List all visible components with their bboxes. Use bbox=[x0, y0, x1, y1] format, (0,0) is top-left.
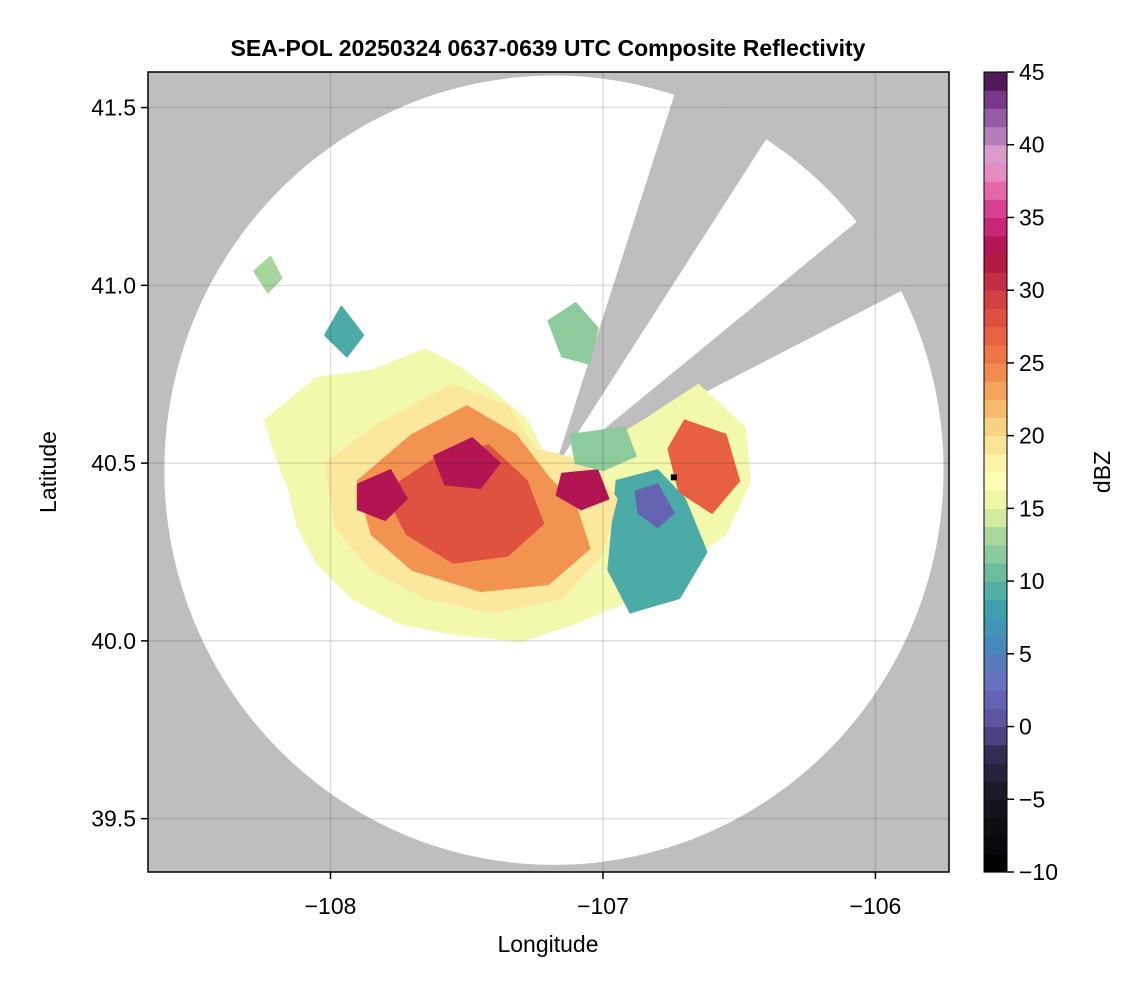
colorbar-label: dBZ bbox=[1089, 451, 1115, 493]
site-marker bbox=[670, 474, 677, 481]
colorbar-swatch bbox=[984, 544, 1007, 564]
y-axis-label: Latitude bbox=[35, 431, 61, 513]
colorbar-tick-label: −5 bbox=[1019, 786, 1045, 812]
colorbar-swatch bbox=[984, 672, 1007, 691]
colorbar-swatch bbox=[984, 453, 1007, 473]
reflectivity-region bbox=[607, 469, 708, 614]
colorbar-swatch bbox=[984, 744, 1007, 764]
colorbar-swatch bbox=[984, 326, 1007, 346]
colorbar-swatch bbox=[984, 708, 1007, 728]
colorbar-tick-label: 40 bbox=[1019, 132, 1045, 158]
colorbar-swatch bbox=[984, 635, 1007, 655]
colorbar-ticks: −10 −5 0 5 10 15 20 25 30 35 40 45 bbox=[1007, 59, 1058, 885]
colorbar-tick-label: −10 bbox=[1019, 859, 1058, 885]
x-tick-label: −107 bbox=[577, 893, 629, 919]
blocked-sector bbox=[553, 87, 771, 471]
colorbar-swatch bbox=[984, 272, 1007, 291]
colorbar-tick-label: 0 bbox=[1019, 714, 1032, 740]
reflectivity-field bbox=[253, 255, 752, 642]
colorbar-swatch bbox=[984, 90, 1007, 109]
reflectivity-region bbox=[547, 302, 599, 365]
colorbar-swatch bbox=[984, 653, 1007, 673]
colorbar-swatch bbox=[984, 617, 1007, 637]
y-axis: 39.5 40.0 40.5 41.0 41.5 bbox=[91, 95, 148, 832]
colorbar-swatch bbox=[984, 181, 1007, 200]
colorbar-swatch bbox=[984, 508, 1007, 528]
y-tick-label: 40.0 bbox=[91, 628, 136, 654]
colorbar-swatch bbox=[984, 599, 1007, 619]
colorbar-swatch bbox=[984, 162, 1007, 182]
grid-lines bbox=[148, 72, 949, 872]
colorbar-swatch bbox=[984, 199, 1007, 219]
x-axis: −108 −107 −106 bbox=[305, 872, 902, 919]
colorbar-swatch bbox=[984, 108, 1007, 128]
x-tick-label: −106 bbox=[850, 893, 902, 919]
colorbar-swatch bbox=[984, 290, 1007, 309]
y-tick-label: 41.0 bbox=[91, 272, 136, 298]
reflectivity-region bbox=[569, 426, 637, 472]
colorbar-swatch bbox=[984, 690, 1007, 709]
colorbar-swatch bbox=[984, 726, 1007, 746]
colorbar-swatch bbox=[984, 472, 1007, 491]
colorbar-swatch bbox=[984, 235, 1007, 255]
colorbar-swatch bbox=[984, 417, 1007, 437]
colorbar-swatch bbox=[984, 399, 1007, 419]
y-tick-label: 39.5 bbox=[91, 806, 136, 832]
colorbar-frame bbox=[983, 71, 1008, 873]
colorbar-swatch bbox=[984, 362, 1007, 382]
colorbar-swatch bbox=[984, 581, 1007, 600]
colorbar-swatch bbox=[984, 562, 1007, 582]
colorbar-swatch bbox=[984, 253, 1007, 273]
reflectivity-region bbox=[433, 437, 501, 489]
colorbar-tick-label: 45 bbox=[1019, 59, 1045, 85]
colorbar-swatch bbox=[984, 308, 1007, 328]
blocked-sector bbox=[553, 216, 909, 471]
colorbar-swatch bbox=[984, 144, 1007, 164]
y-tick-label: 40.5 bbox=[91, 450, 136, 476]
colorbar-tick-label: 10 bbox=[1019, 568, 1045, 594]
colorbar-tick-label: 5 bbox=[1019, 641, 1032, 667]
colorbar: −10 −5 0 5 10 15 20 25 30 35 40 45 dBZ bbox=[983, 59, 1115, 885]
colorbar-tick-label: 30 bbox=[1019, 277, 1045, 303]
colorbar-tick-label: 25 bbox=[1019, 350, 1045, 376]
chart-title: SEA-POL 20250324 0637-0639 UTC Composite… bbox=[231, 35, 866, 61]
colorbar-swatch bbox=[984, 762, 1007, 782]
reflectivity-region bbox=[356, 469, 408, 521]
reflectivity-region bbox=[555, 469, 610, 511]
reflectivity-region bbox=[253, 255, 283, 294]
colorbar-tick-label: 15 bbox=[1019, 495, 1045, 521]
colorbar-swatch bbox=[984, 126, 1007, 146]
colorbar-tick-label: 20 bbox=[1019, 423, 1045, 449]
colorbar-swatch bbox=[984, 835, 1007, 855]
colorbar-swatch bbox=[984, 853, 1007, 873]
colorbar-swatch bbox=[984, 490, 1007, 509]
colorbar-swatch bbox=[984, 781, 1007, 800]
reflectivity-region bbox=[634, 483, 675, 529]
colorbar-swatches bbox=[984, 72, 1007, 873]
plot-frame bbox=[147, 71, 950, 873]
blocked-sectors bbox=[553, 87, 909, 471]
colorbar-swatch bbox=[984, 381, 1007, 400]
colorbar-swatch bbox=[984, 344, 1007, 364]
colorbar-swatch bbox=[984, 217, 1007, 237]
colorbar-swatch bbox=[984, 72, 1007, 91]
reflectivity-region bbox=[324, 305, 365, 358]
colorbar-swatch bbox=[984, 435, 1007, 455]
reflectivity-region bbox=[667, 419, 741, 514]
colorbar-swatch bbox=[984, 526, 1007, 546]
x-tick-label: −108 bbox=[305, 893, 357, 919]
y-tick-label: 41.5 bbox=[91, 95, 136, 121]
plot-area bbox=[147, 71, 950, 873]
colorbar-swatch bbox=[984, 799, 1007, 819]
colorbar-swatch bbox=[984, 817, 1007, 837]
colorbar-tick-label: 35 bbox=[1019, 204, 1045, 230]
x-axis-label: Longitude bbox=[497, 931, 598, 957]
